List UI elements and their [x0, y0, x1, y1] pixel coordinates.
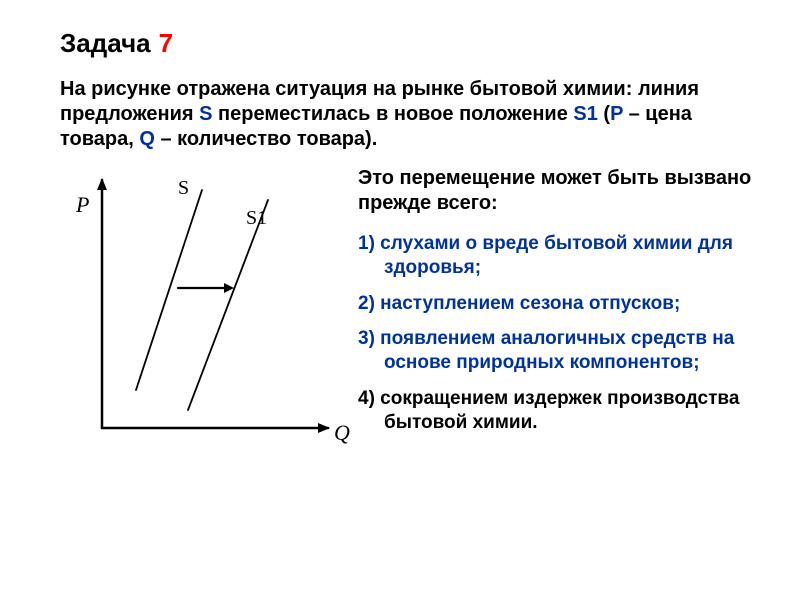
prompt-q: Q	[139, 128, 155, 150]
body-row: P Q S S1 Это перемещение может быть вызвано…	[60, 160, 760, 470]
prompt-s1: S1	[573, 103, 597, 125]
option-1: 1) слухами о вреде бытовой химии для здо…	[358, 232, 760, 280]
svg-text:S: S	[178, 177, 189, 199]
title-number: 7	[159, 28, 173, 59]
lead-text: Это перемещение может быть вызвано прежд…	[358, 166, 760, 216]
option-4: 4) сокращением издержек производства быт…	[358, 387, 760, 435]
prompt-part2: переместилась в новое положение	[213, 103, 574, 125]
prompt-p: P	[610, 103, 623, 125]
prompt-s: S	[199, 103, 212, 125]
options-list: 1) слухами о вреде бытовой химии для здо…	[358, 232, 760, 434]
option-3: 3) появлением аналогичных средств на осн…	[358, 327, 760, 375]
svg-text:Q: Q	[334, 420, 350, 445]
option-2: 2) наступлением сезона отпусков;	[358, 292, 760, 316]
slide: Задача 7 На рисунке отражена ситуация на…	[0, 0, 800, 600]
problem-prompt: На рисунке отражена ситуация на рынке бы…	[60, 77, 760, 152]
title-row: Задача 7	[60, 28, 760, 59]
svg-text:S1: S1	[246, 207, 267, 229]
chart-column: P Q S S1	[60, 160, 350, 470]
text-column: Это перемещение может быть вызвано прежд…	[350, 160, 760, 446]
prompt-part5: – количество товара).	[155, 128, 377, 150]
title-word: Задача	[60, 28, 151, 59]
supply-shift-chart: P Q S S1	[60, 160, 350, 470]
prompt-part3: (	[598, 103, 610, 125]
svg-text:P: P	[75, 192, 89, 217]
